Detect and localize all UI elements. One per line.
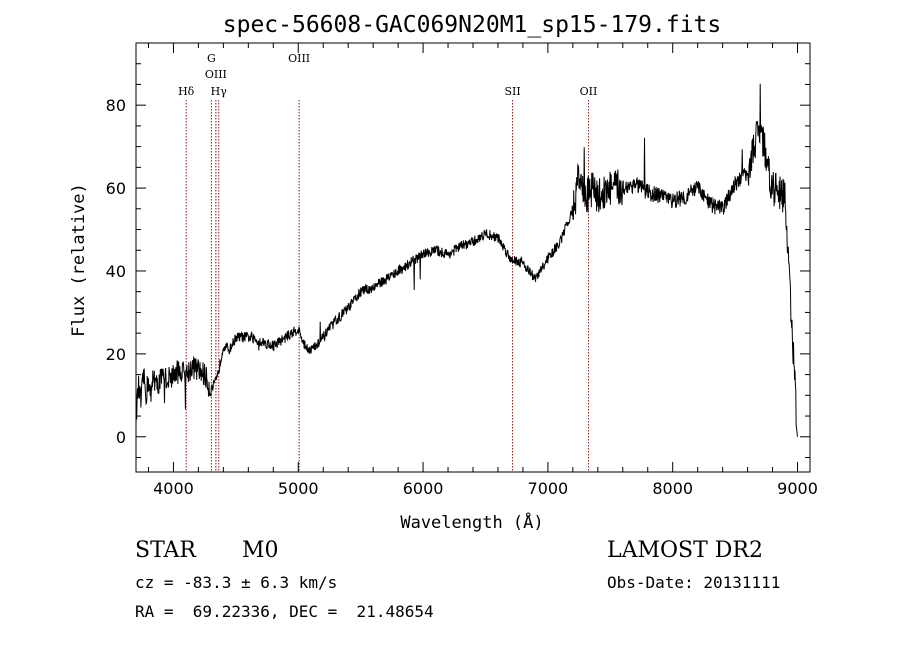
object-class: STAR [135,538,196,563]
line-marker-label: Hγ [211,85,228,98]
coordinates: RA = 69.22336, DEC = 21.48654 [135,602,434,621]
x-tick-label: 5000 [278,479,319,498]
line-marker-label: G [207,52,216,65]
y-tick-label: 20 [106,345,126,364]
line-markers: Hδ G OIII Hγ OIII SII OII [178,52,597,472]
line-marker-label: OII [580,85,598,98]
observation-date: Obs-Date: 20131111 [607,573,781,592]
line-marker-label: OIII [205,68,227,81]
y-axis-label: Flux (relative) [69,183,89,337]
y-tick-label: 80 [106,96,126,115]
line-marker-label: OIII [288,52,310,65]
spectrum-series-line [135,83,798,437]
object-subclass: M0 [242,538,279,563]
y-tick-label: 60 [106,179,126,198]
plot-frame [135,42,811,473]
x-tick-label: 8000 [652,479,693,498]
line-marker-label: Hδ [178,85,195,98]
x-tick-label: 6000 [403,479,444,498]
survey-name: LAMOST DR2 [607,538,763,563]
x-tick-label: 4000 [153,479,194,498]
x-axis-ticks: 4000 5000 6000 7000 8000 9000 [147,43,818,498]
x-tick-label: 7000 [528,479,569,498]
x-tick-label: 9000 [777,479,818,498]
x-axis-label: Wavelength (Å) [400,511,543,533]
y-axis-ticks: 0 20 40 60 80 [106,42,810,458]
y-tick-label: 0 [116,428,126,447]
redshift-velocity: cz = -83.3 ± 6.3 km/s [135,573,338,592]
line-marker-label: SII [504,85,520,98]
y-tick-label: 40 [106,262,126,281]
chart-title: spec-56608-GAC069N20M1_sp15-179.fits [223,12,722,38]
